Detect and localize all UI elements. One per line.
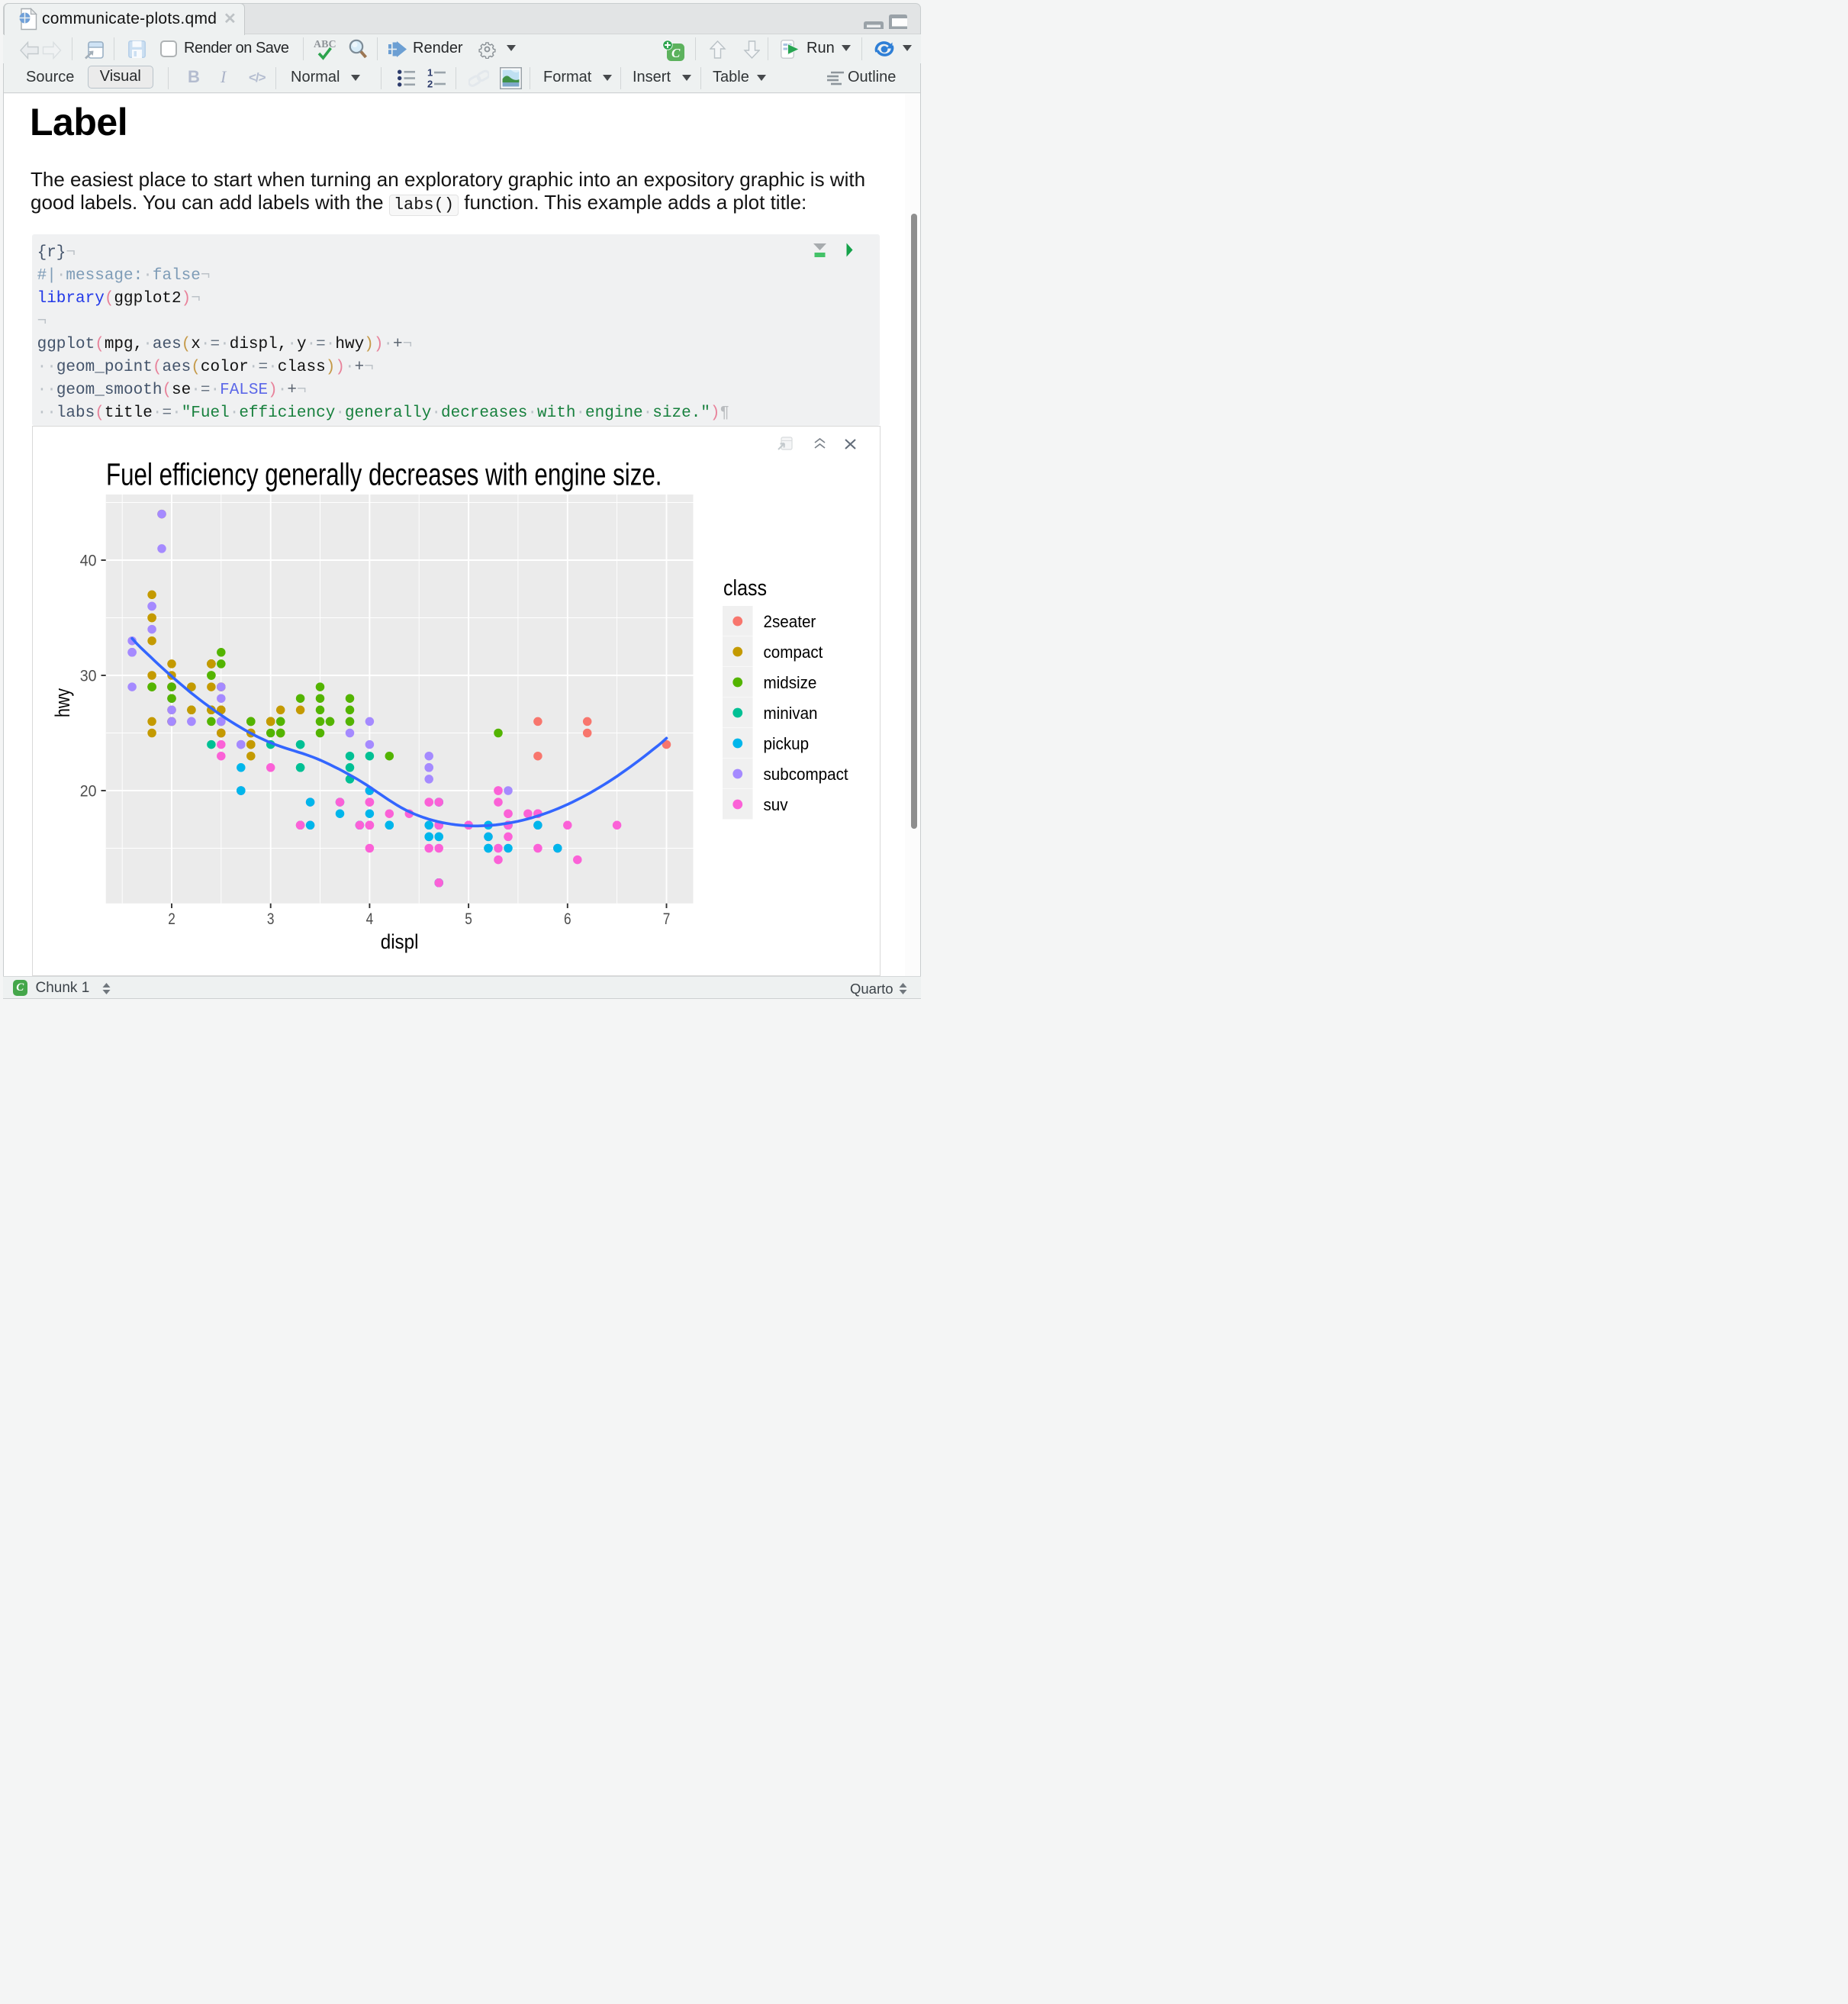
- svg-text:6: 6: [564, 910, 571, 928]
- svg-text:3: 3: [267, 910, 275, 928]
- svg-text:2: 2: [427, 79, 433, 89]
- svg-text:5: 5: [465, 910, 472, 928]
- svg-text:minivan: minivan: [764, 704, 818, 723]
- svg-text:hwy: hwy: [51, 688, 74, 717]
- svg-text:30: 30: [80, 666, 97, 685]
- svg-text:class: class: [723, 576, 767, 601]
- svg-text:suv: suv: [764, 795, 788, 814]
- svg-text:2: 2: [168, 910, 175, 928]
- svg-text:40: 40: [80, 551, 97, 569]
- svg-text:Fuel efficiency generally decr: Fuel efficiency generally decreases with…: [106, 456, 662, 491]
- svg-text:midsize: midsize: [764, 673, 817, 692]
- svg-text:4: 4: [366, 910, 374, 928]
- svg-text:C: C: [671, 46, 681, 60]
- svg-text:20: 20: [80, 781, 97, 800]
- svg-text:displ: displ: [381, 930, 419, 953]
- svg-text:ABC: ABC: [314, 39, 336, 50]
- svg-text:compact: compact: [764, 643, 823, 662]
- svg-text:subcompact: subcompact: [764, 765, 848, 784]
- svg-text:1: 1: [427, 68, 433, 79]
- svg-text:pickup: pickup: [764, 734, 810, 753]
- svg-text:7: 7: [663, 910, 671, 928]
- svg-text:2seater: 2seater: [764, 612, 816, 631]
